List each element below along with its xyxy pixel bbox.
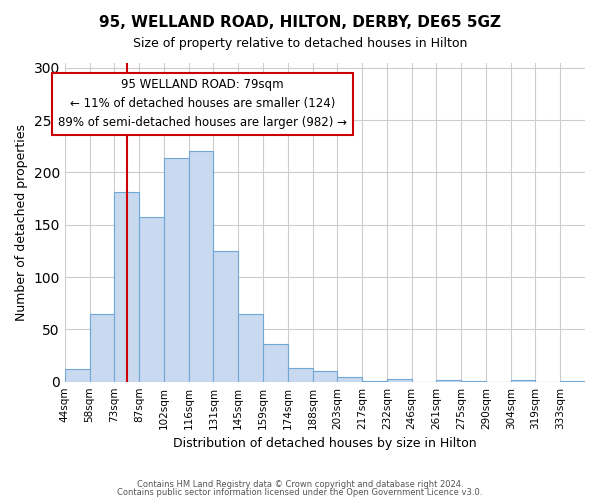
Text: Contains public sector information licensed under the Open Government Licence v3: Contains public sector information licen… (118, 488, 482, 497)
Bar (164, 158, 188, 382)
Text: 95, WELLAND ROAD, HILTON, DERBY, DE65 5GZ: 95, WELLAND ROAD, HILTON, DERBY, DE65 5G… (99, 15, 501, 30)
Bar (238, 314, 263, 382)
Bar (387, 378, 412, 382)
Bar (263, 344, 288, 382)
X-axis label: Distribution of detached houses by size in Hilton: Distribution of detached houses by size … (173, 437, 477, 450)
Bar (461, 380, 486, 382)
Bar (65, 369, 89, 382)
Bar (337, 378, 362, 382)
Bar (139, 218, 164, 382)
Bar (115, 192, 139, 382)
Bar (511, 380, 535, 382)
Bar (188, 152, 214, 382)
Bar (436, 380, 461, 382)
Y-axis label: Number of detached properties: Number of detached properties (15, 124, 28, 320)
Bar (313, 371, 337, 382)
Bar (362, 380, 387, 382)
Bar (560, 380, 585, 382)
Text: Size of property relative to detached houses in Hilton: Size of property relative to detached ho… (133, 38, 467, 51)
Bar (89, 314, 115, 382)
Bar (214, 251, 238, 382)
Bar (288, 368, 313, 382)
Text: 95 WELLAND ROAD: 79sqm
← 11% of detached houses are smaller (124)
89% of semi-de: 95 WELLAND ROAD: 79sqm ← 11% of detached… (58, 78, 347, 130)
Text: Contains HM Land Registry data © Crown copyright and database right 2024.: Contains HM Land Registry data © Crown c… (137, 480, 463, 489)
